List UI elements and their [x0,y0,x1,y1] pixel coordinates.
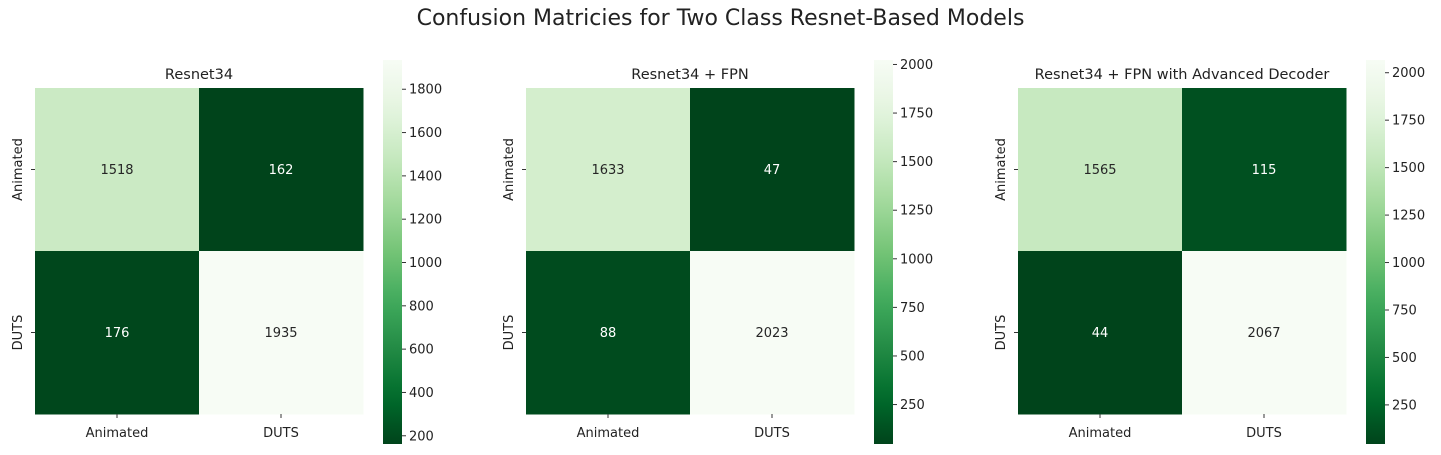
colorbar [874,60,893,444]
colorbar-tick-label: 1500 [900,155,933,170]
colorbar-tick-label: 1500 [1392,161,1425,176]
heatmap-cell [1182,251,1347,415]
heatmap-cell [1018,251,1183,415]
x-tick-label: DUTS [1246,426,1282,441]
x-tick-label: DUTS [754,426,790,441]
y-tick-label: DUTS [502,315,517,351]
heatmap-cell [526,88,691,252]
colorbar-tick-label: 1250 [900,204,933,219]
colorbar-tick-label: 500 [900,349,925,364]
x-tick-label: Animated [577,426,640,441]
colorbar-tick-label: 750 [900,301,925,316]
heatmap-panel-2: Resnet34 + FPN 1633 47 88 2023 Animated DUTS An… [502,58,933,444]
heatmap-cell [690,251,855,415]
x-tick-label: DUTS [263,426,299,441]
y-tick-label: Animated [11,138,26,201]
cell-value-label: 176 [105,326,130,341]
heatmap-cell [35,251,200,415]
cell-value-label: 162 [269,163,294,178]
colorbar-tick-label: 750 [1392,303,1417,318]
heatmap-cell [199,88,364,252]
colorbar-tick-label: 600 [409,343,434,358]
panel-title: Resnet34 + FPN with Advanced Decoder [1035,67,1330,83]
heatmap-cell [1182,88,1347,252]
colorbar-tick-label: 250 [1392,398,1417,413]
heatmap-panel-1: Resnet34 1518 162 176 1935 Animated DUTS Animat… [11,60,442,444]
colorbar-tick-label: 2000 [1392,66,1425,81]
y-tick-label: Animated [502,138,517,201]
colorbar [383,60,402,444]
heatmap-cell [35,88,200,252]
cell-value-label: 115 [1252,163,1277,178]
x-tick-label: Animated [86,426,149,441]
cell-value-label: 47 [764,163,781,178]
colorbar-tick-label: 800 [409,299,434,314]
colorbar-tick-label: 250 [900,398,925,413]
heatmap-cell [690,88,855,252]
panel-title: Resnet34 + FPN [631,67,748,83]
colorbar-tick-label: 1000 [1392,256,1425,271]
colorbar-tick-label: 1250 [1392,209,1425,224]
colorbar-tick-label: 1750 [900,107,933,122]
cell-value-label: 88 [600,326,617,341]
y-tick-label: Animated [994,138,1009,201]
heatmap-cell [199,251,364,415]
y-tick-label: DUTS [994,315,1009,351]
x-tick-label: Animated [1069,426,1132,441]
colorbar-tick-label: 400 [409,386,434,401]
cell-value-label: 2067 [1247,326,1280,341]
y-tick-label: DUTS [11,315,26,351]
cell-value-label: 2023 [755,326,788,341]
heatmap-cell [526,251,691,415]
cell-value-label: 1935 [264,326,297,341]
panel-title: Resnet34 [165,67,233,83]
heatmap-cell [1018,88,1183,252]
heatmap-panel-3: Resnet34 + FPN with Advanced Decoder 1565… [994,60,1425,444]
cell-value-label: 1565 [1083,163,1116,178]
colorbar-tick-label: 2000 [900,58,933,73]
colorbar-tick-label: 200 [409,429,434,444]
colorbar-tick-label: 500 [1392,351,1417,366]
colorbar-tick-label: 1200 [409,213,442,228]
colorbar-tick-label: 1400 [409,169,442,184]
colorbar-tick-label: 1000 [409,256,442,271]
colorbar [1366,60,1385,444]
cell-value-label: 44 [1092,326,1109,341]
colorbar-tick-label: 1750 [1392,114,1425,129]
colorbar-tick-label: 1800 [409,83,442,98]
figure-title: Confusion Matricies for Two Class Resnet… [416,6,1025,31]
colorbar-tick-label: 1600 [409,126,442,141]
colorbar-tick-label: 1000 [900,252,933,267]
cell-value-label: 1633 [591,163,624,178]
cell-value-label: 1518 [100,163,133,178]
